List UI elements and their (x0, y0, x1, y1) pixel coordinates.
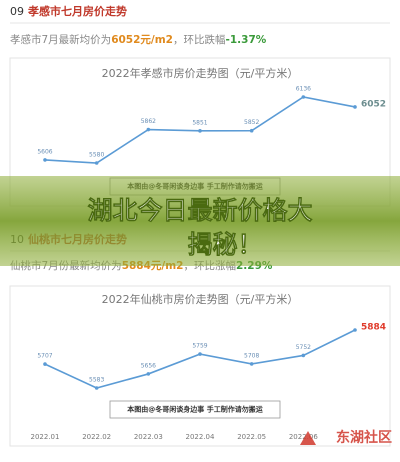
summary-part: -1.37% (226, 34, 267, 46)
point (301, 95, 306, 99)
data-label: 5656 (141, 362, 156, 369)
data-label: 5583 (89, 377, 104, 384)
point (94, 161, 99, 165)
x-tick-label: 2022.05 (237, 433, 266, 441)
data-label: 5852 (244, 119, 259, 126)
x-tick-label: 2022.03 (134, 433, 163, 441)
caption: 本图由@冬哥闲谈身边事 手工制作请勿搬运 (126, 405, 263, 414)
data-label: 5759 (192, 343, 207, 350)
chart-title: 2022年仙桃市房价走势图（元/平方米） (102, 292, 299, 306)
data-label: 5862 (141, 118, 156, 125)
point (146, 372, 151, 376)
point (146, 127, 151, 132)
data-label: 5752 (296, 344, 311, 351)
banner (0, 176, 400, 266)
chart-title: 2022年孝感市房价走势图（元/平方米） (102, 66, 299, 80)
point (198, 352, 202, 356)
point (249, 128, 254, 133)
summary-part: 6052元/m2 (111, 34, 173, 46)
point (353, 105, 357, 109)
point (94, 386, 99, 390)
data-label: 5708 (244, 352, 259, 359)
data-label: 6052 (361, 99, 386, 109)
summary-part: 孝感市7月最新均价为 (10, 33, 111, 46)
section-number: 09 (10, 5, 24, 18)
x-tick-label: 2022.06 (289, 433, 318, 441)
caption-box (109, 400, 281, 419)
summary-part: ，环比跌幅 (173, 33, 226, 46)
data-label: 5884 (361, 323, 386, 333)
banner-line: 揭秘！ (187, 230, 262, 259)
point (353, 328, 357, 332)
data-label: 5580 (89, 152, 104, 159)
x-tick-label: 2022.01 (31, 433, 60, 441)
point (43, 158, 47, 162)
data-label: 5606 (37, 148, 52, 155)
x-tick-label: 2022.02 (82, 433, 111, 441)
section-heading: 孝感市七月房价走势 (27, 4, 127, 18)
data-label: 5707 (37, 353, 52, 360)
chart-frame (9, 285, 391, 447)
point (43, 362, 47, 366)
watermark: 东湖社区 (336, 429, 392, 446)
watermark-logo (300, 431, 316, 445)
point (198, 129, 202, 133)
point (301, 353, 306, 358)
data-label: 6136 (296, 86, 311, 93)
section-summary: 孝感市7月最新均价为6052元/m2，环比跌幅-1.37% (10, 33, 267, 46)
x-tick-label: 2022.04 (186, 433, 215, 441)
point (249, 362, 254, 366)
data-label: 5851 (192, 119, 207, 126)
banner-line: 湖北今日最新价格大 (87, 196, 312, 225)
banner-text: 湖北今日最新价格大揭秘！ (87, 196, 312, 259)
